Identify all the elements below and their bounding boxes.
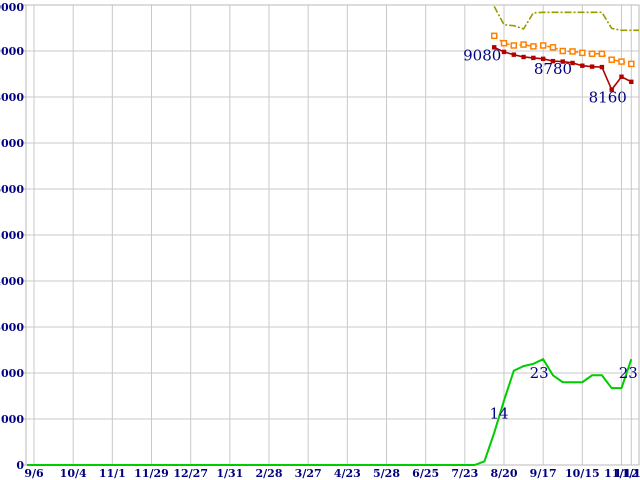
- data-label: 9080: [463, 46, 501, 64]
- marker-orange-dashed-squares: [579, 49, 586, 57]
- marker-dark-red-squares: [521, 54, 526, 60]
- y-axis-label: 4000: [0, 275, 24, 288]
- y-axis-label: 6000: [0, 183, 24, 196]
- data-label: 8160: [589, 89, 627, 107]
- marker-orange-dashed-squares: [510, 42, 518, 49]
- y-axis-label: 2000: [0, 367, 24, 380]
- marker-orange-dashed-squares: [598, 50, 606, 58]
- x-axis-label: 11/29: [134, 467, 169, 480]
- data-label: 23: [530, 364, 549, 382]
- y-axis-label: 7000: [0, 137, 24, 150]
- x-axis-label: 11/19: [614, 467, 640, 480]
- marker-orange-dashed-squares: [520, 41, 527, 48]
- x-axis-label: 12/27: [173, 467, 208, 480]
- marker-orange-dashed-squares: [569, 48, 576, 55]
- marker-dark-red-squares: [560, 59, 565, 64]
- marker-dark-red-squares: [589, 64, 595, 69]
- x-axis-label: 9/6: [24, 467, 44, 480]
- series-green-solid: [27, 357, 633, 466]
- data-label: 14: [489, 405, 508, 423]
- marker-dark-red-squares: [570, 60, 575, 66]
- x-axis-label: 10/4: [60, 467, 87, 480]
- x-axis-label: 8/20: [491, 467, 518, 480]
- marker-dark-red-squares: [550, 58, 556, 64]
- marker-dark-red-squares: [599, 64, 605, 70]
- marker-dark-red-squares: [629, 79, 634, 85]
- y-axis-label: 9000: [0, 45, 24, 58]
- series-upper-olive-dashed: [493, 6, 639, 32]
- data-label: 23: [619, 364, 638, 382]
- y-axis-label: 1000: [0, 413, 24, 426]
- data-label: 8780: [534, 60, 572, 78]
- x-axis-label: 1/31: [216, 467, 243, 480]
- marker-dark-red-squares: [511, 52, 516, 57]
- marker-dark-red-squares: [609, 87, 614, 92]
- x-axis-label: 4/23: [334, 467, 361, 480]
- y-axis-label: 8000: [0, 91, 24, 104]
- marker-orange-dashed-squares: [530, 43, 537, 50]
- y-axis-label: 3000: [0, 321, 24, 334]
- x-axis-label: 11/12: [604, 467, 639, 480]
- marker-orange-dashed-squares: [490, 32, 498, 40]
- marker-dark-red-squares: [492, 45, 497, 50]
- marker-dark-red-squares: [501, 49, 507, 55]
- marker-orange-dashed-squares: [588, 50, 596, 58]
- marker-dark-red-squares: [531, 55, 536, 61]
- x-axis-label: 2/28: [256, 467, 283, 480]
- marker-orange-dashed-squares: [549, 44, 557, 51]
- marker-orange-dashed-squares: [500, 39, 508, 47]
- x-axis-label: 7/23: [451, 467, 478, 480]
- marker-dark-red-squares: [580, 63, 585, 68]
- marker-orange-dashed-squares: [628, 60, 635, 68]
- x-axis-label: 11/1: [99, 467, 126, 480]
- y-axis-label: 10000: [0, 1, 24, 14]
- y-axis-label: 0: [16, 459, 24, 472]
- marker-dark-red-squares: [619, 74, 624, 79]
- x-axis-label: 5/28: [373, 467, 400, 480]
- marker-orange-dashed-squares: [618, 58, 625, 65]
- x-axis-label: 3/27: [295, 467, 322, 480]
- marker-orange-dashed-squares: [559, 47, 566, 55]
- marker-dark-red-squares: [540, 56, 546, 62]
- marker-orange-dashed-squares: [539, 42, 547, 49]
- x-axis-label: 6/25: [412, 467, 439, 480]
- x-axis-label: 9/17: [530, 467, 557, 480]
- marker-orange-dashed-squares: [608, 56, 615, 63]
- y-axis-label: 5000: [0, 229, 24, 242]
- x-axis-label: 10/15: [565, 467, 600, 480]
